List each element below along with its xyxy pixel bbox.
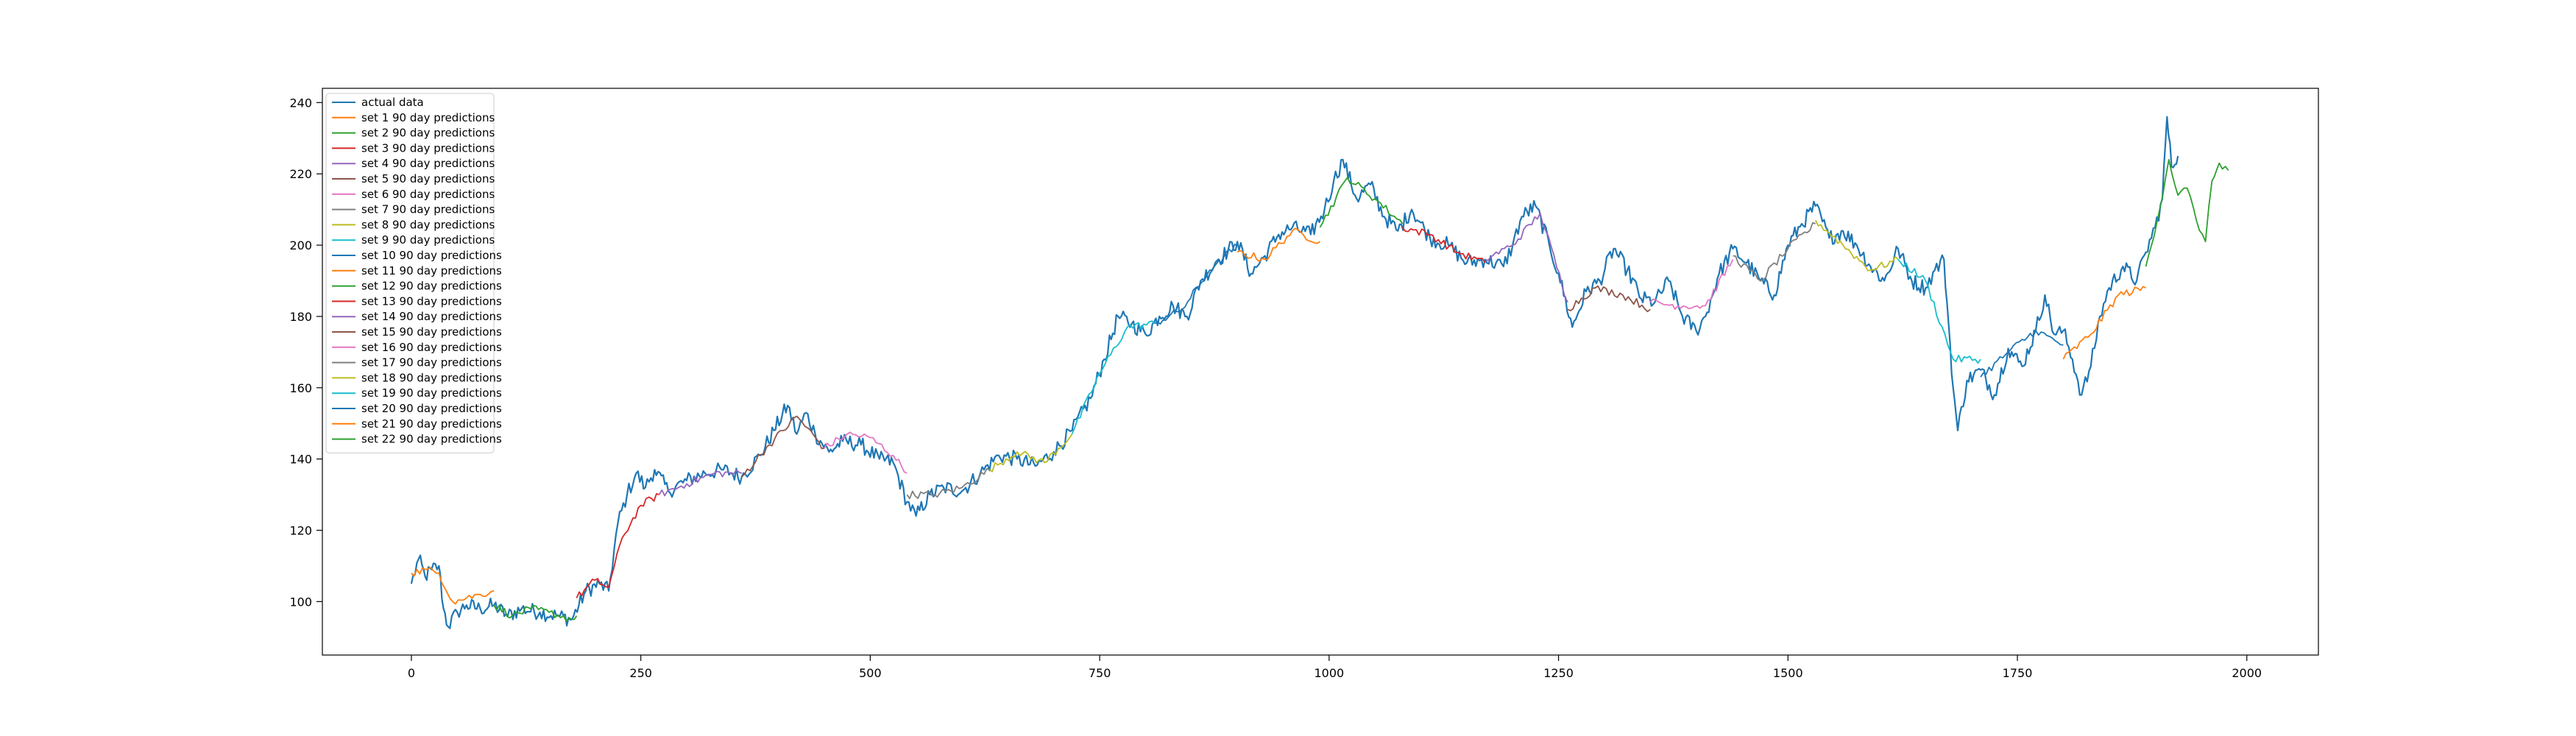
x-tick-label: 500 — [859, 666, 882, 680]
series-line-set-11 — [1236, 227, 1320, 262]
series-line-set-3 — [576, 492, 659, 598]
legend-entry-label: set 8 90 day predictions — [361, 218, 495, 231]
series-line-set-9 — [1071, 320, 1156, 435]
legend-entry-label: set 1 90 day predictions — [361, 111, 495, 124]
axes-frame — [322, 88, 2319, 656]
series-line-set-18 — [1814, 219, 1899, 272]
y-tick-label: 160 — [289, 381, 312, 395]
legend-entry-label: set 21 90 day predictions — [361, 417, 502, 431]
legend-entry-label: set 18 90 day predictions — [361, 371, 502, 384]
x-tick-label: 250 — [629, 666, 652, 680]
series-line-set-20 — [1980, 330, 2064, 378]
legend-entry-label: set 3 90 day predictions — [361, 141, 495, 155]
legend-entry-label: set 16 90 day predictions — [361, 341, 502, 354]
series-line-set-6 — [824, 431, 907, 474]
legend-entry-label: actual data — [361, 96, 424, 109]
series-line-set-14 — [1485, 212, 1568, 303]
legend-entry-label: set 19 90 day predictions — [361, 386, 502, 400]
legend-entry-label: set 12 90 day predictions — [361, 280, 502, 293]
series-line-set-19 — [1897, 258, 1981, 364]
x-tick-label: 1250 — [1543, 666, 1574, 680]
x-tick-label: 750 — [1089, 666, 1111, 680]
series-line-set-1 — [411, 567, 495, 605]
series-line-set-5 — [741, 415, 825, 478]
series-line-set-7 — [906, 467, 990, 500]
legend-entry-label: set 13 90 day predictions — [361, 294, 502, 308]
legend-entry-label: set 20 90 day predictions — [361, 402, 502, 415]
legend-entry-label: set 9 90 day predictions — [361, 233, 495, 247]
series-line-set-13 — [1401, 227, 1486, 263]
plot-area — [322, 88, 2318, 655]
x-tick-label: 0 — [408, 666, 415, 680]
series-line-set-21 — [2062, 286, 2146, 360]
series-layer — [410, 116, 2229, 629]
x-tick-label: 1750 — [2003, 666, 2033, 680]
legend-entry-label: set 14 90 day predictions — [361, 310, 502, 323]
y-tick-label: 120 — [289, 524, 312, 538]
legend: actual data set 1 90 day predictions set 2… — [325, 93, 502, 453]
legend-entry-label: set 5 90 day predictions — [361, 172, 495, 185]
series-line-set-4 — [658, 469, 743, 497]
legend-entry-label: set 11 90 day predictions — [361, 264, 502, 277]
legend-entry-label: set 4 90 day predictions — [361, 157, 495, 170]
series-line-set-15 — [1567, 285, 1651, 313]
series-line-set-16 — [1649, 259, 1734, 310]
legend-entry-label: set 6 90 day predictions — [361, 188, 495, 201]
x-tick-label: 1500 — [1773, 666, 1803, 680]
y-tick-label: 100 — [289, 595, 312, 609]
x-tick-label: 1000 — [1314, 666, 1344, 680]
legend-entry-label: set 22 90 day predictions — [361, 433, 502, 446]
y-tick-label: 240 — [289, 96, 312, 110]
series-line-set-17 — [1733, 222, 1816, 282]
series-line-set-8 — [988, 434, 1073, 473]
legend-entry-label: set 7 90 day predictions — [361, 203, 495, 216]
legend-entry-label: set 2 90 day predictions — [361, 127, 495, 140]
legend-entry-label: set 15 90 day predictions — [361, 325, 502, 339]
legend-box — [325, 93, 495, 453]
y-axis-ticks: 100 120 140 160 180 200 220 240 — [289, 96, 322, 609]
series-line-set-22 — [2145, 159, 2229, 267]
series-line-set-2 — [493, 604, 578, 622]
series-line-set-10 — [1154, 244, 1238, 325]
y-tick-label: 200 — [289, 238, 312, 252]
y-tick-label: 180 — [289, 310, 312, 324]
y-tick-label: 140 — [289, 453, 312, 467]
legend-entry-label: set 17 90 day predictions — [361, 356, 502, 369]
x-axis-ticks: 0 250 500 750 1000 1250 1500 1750 2000 — [408, 655, 2262, 680]
y-tick-label: 220 — [289, 167, 312, 181]
series-line-set-12 — [1319, 177, 1404, 228]
x-tick-label: 2000 — [2232, 666, 2262, 680]
legend-entry-label: set 10 90 day predictions — [361, 249, 502, 262]
